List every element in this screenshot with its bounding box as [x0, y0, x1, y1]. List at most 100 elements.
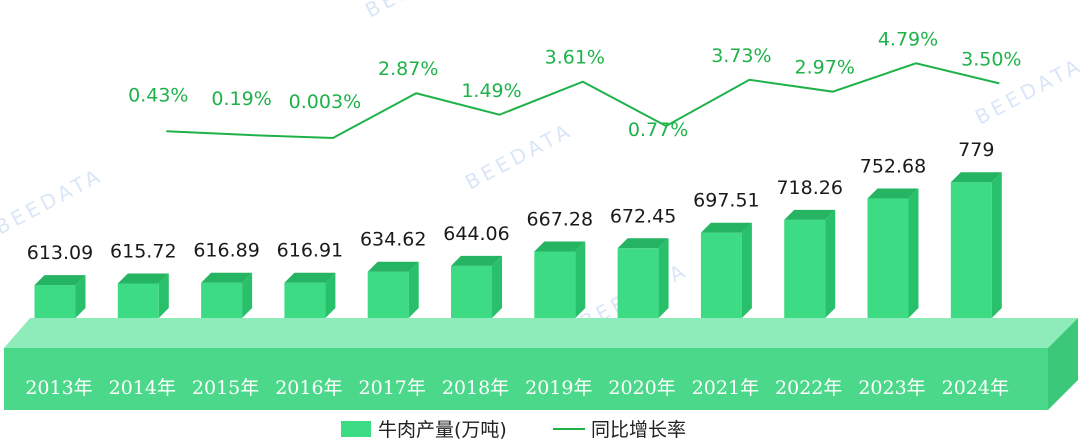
x-tick-label: 2015年 — [192, 377, 259, 399]
x-tick-label: 2014年 — [109, 377, 176, 399]
bar-value-label: 697.51 — [693, 190, 759, 212]
bar-front — [700, 232, 742, 318]
chart-base-platform — [4, 318, 1078, 410]
x-tick-label: 2016年 — [275, 377, 342, 399]
growth-rate-labels: 0.43% 0.19% 0.003% 2.87% 1.49% 3.61% 0.77% 3.73… — [128, 28, 1021, 141]
bar-value-label: 779 — [958, 139, 994, 161]
bar-front — [201, 282, 243, 318]
bar — [34, 275, 86, 318]
bar-side — [825, 209, 836, 318]
bar — [117, 273, 169, 318]
bar-top — [284, 272, 336, 283]
bar-side — [575, 241, 586, 318]
growth-rate-label: 0.43% — [128, 84, 188, 106]
legend-label-line: 同比增长率 — [591, 419, 686, 441]
bar — [284, 272, 336, 318]
bar-value-label: 616.91 — [277, 240, 343, 262]
base-side-face — [1048, 318, 1078, 410]
bar-front — [867, 198, 909, 318]
bar — [867, 188, 919, 318]
bar-side — [75, 275, 86, 318]
legend-item-line: 同比增长率 — [553, 419, 686, 441]
bar-value-label: 634.62 — [360, 229, 426, 251]
bar-value-label: 615.72 — [110, 240, 176, 262]
bar-top — [201, 272, 253, 283]
bar-front — [784, 219, 826, 318]
bar-side — [325, 272, 336, 318]
bar-top — [617, 238, 669, 249]
growth-rate-label: 0.77% — [628, 119, 688, 141]
bar-series — [34, 172, 1002, 318]
bar-value-label: 644.06 — [443, 223, 509, 245]
bar-value-label: 616.89 — [193, 240, 259, 262]
growth-rate-label: 1.49% — [461, 80, 521, 102]
bar — [201, 272, 253, 318]
bar-side — [158, 273, 169, 318]
legend-swatch-bar — [341, 421, 371, 437]
legend: 牛肉产量(万吨) 同比增长率 — [341, 419, 686, 441]
x-tick-label: 2020年 — [608, 377, 675, 399]
base-front-face — [4, 348, 1048, 410]
bar-side — [492, 255, 502, 318]
bar — [700, 222, 752, 318]
bar-front — [950, 182, 992, 318]
watermark-text: BEEDATA — [461, 118, 577, 195]
bar-side — [741, 222, 752, 318]
bar-value-label: 672.45 — [610, 205, 676, 227]
watermark-text: BEEDATA — [0, 163, 107, 240]
growth-rate-label: 3.61% — [545, 47, 605, 69]
bar — [950, 172, 1002, 318]
growth-rate-polyline — [166, 62, 1000, 139]
bar-front — [34, 285, 76, 318]
growth-rate-label: 0.003% — [289, 91, 361, 113]
bar-top — [867, 188, 919, 199]
bar-value-label: 613.09 — [27, 242, 93, 264]
bar-side — [991, 172, 1002, 318]
growth-rate-label: 4.79% — [878, 28, 938, 50]
bar-value-label: 718.26 — [776, 177, 842, 199]
bar-top — [784, 209, 836, 220]
bar-side — [408, 261, 419, 318]
bar — [784, 209, 836, 318]
x-tick-label: 2013年 — [25, 377, 92, 399]
x-axis-tick-labels: 2013年 2014年 2015年 2016年 2017年 2018年 2019年 2020年… — [25, 377, 1009, 399]
x-tick-label: 2018年 — [442, 377, 509, 399]
bar-front — [367, 271, 409, 318]
x-tick-label: 2019年 — [525, 377, 592, 399]
bar — [617, 238, 669, 318]
legend-item-bar: 牛肉产量(万吨) — [341, 419, 507, 441]
growth-rate-label: 3.73% — [711, 45, 771, 67]
bar-side — [242, 272, 253, 318]
bar-top — [950, 172, 1002, 183]
growth-rate-label: 2.97% — [795, 57, 855, 79]
bar — [451, 255, 502, 318]
bar-top — [451, 255, 502, 266]
growth-rate-line — [166, 62, 1000, 139]
x-tick-label: 2023年 — [858, 377, 925, 399]
bar-front — [284, 282, 326, 318]
x-tick-label: 2017年 — [359, 377, 426, 399]
base-top-face — [4, 318, 1078, 348]
bar-value-label: 752.68 — [860, 156, 926, 178]
x-tick-label: 2024年 — [942, 377, 1009, 399]
growth-rate-label: 2.87% — [378, 58, 438, 80]
legend-label-bar: 牛肉产量(万吨) — [378, 419, 507, 441]
bar-top — [534, 241, 586, 252]
growth-rate-label: 0.19% — [211, 88, 271, 110]
bar-top — [34, 275, 86, 286]
bar-value-label: 667.28 — [527, 208, 593, 230]
bar-top — [117, 273, 169, 284]
bar-front — [451, 265, 492, 318]
growth-rate-label: 3.50% — [961, 48, 1021, 70]
bar-top — [700, 222, 752, 233]
watermark-text: BEEDATA — [361, 0, 477, 22]
bar-front — [617, 248, 659, 318]
bar — [534, 241, 586, 318]
bar-top — [367, 261, 419, 272]
bar-value-labels: 613.09 615.72 616.89 616.91 634.62 644.06 667.… — [27, 139, 995, 264]
bar-side — [908, 188, 919, 318]
bar-side — [658, 238, 669, 318]
x-tick-label: 2022年 — [775, 377, 842, 399]
bar-front — [117, 283, 159, 318]
